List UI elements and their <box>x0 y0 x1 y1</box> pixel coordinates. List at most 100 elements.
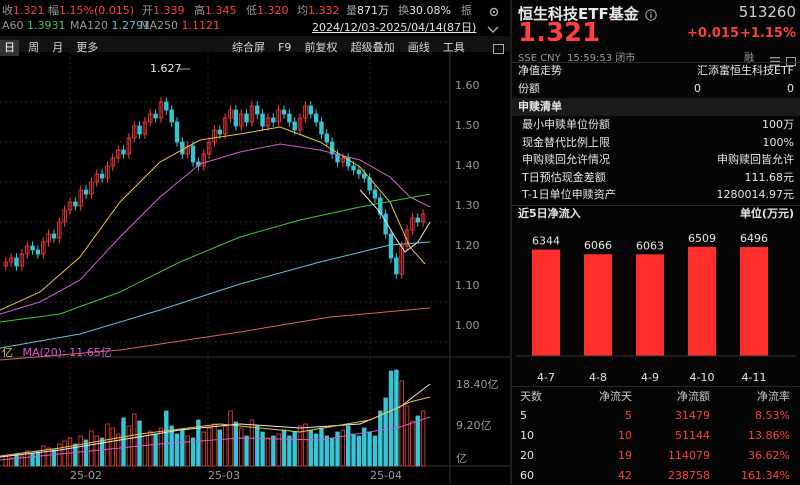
candle-body <box>222 117 228 135</box>
inflow-bar <box>532 249 560 356</box>
vol-tick-mid: 9.20亿 <box>456 419 492 432</box>
volume-bar <box>14 453 19 467</box>
redeem-row: 申购赎回允许情况 申购赎回皆允许 <box>522 153 794 166</box>
candle-body <box>276 109 281 123</box>
chart-canvas[interactable]: 1.627 <box>0 52 510 484</box>
volume-bar <box>35 451 41 467</box>
volume-bar <box>174 433 180 467</box>
pane-divider[interactable] <box>510 0 512 484</box>
candle-body <box>131 125 137 139</box>
candle-body <box>201 153 206 167</box>
inflow-bar-date: 4-8 <box>589 371 607 384</box>
avg-stat: 均1.332 <box>297 4 340 17</box>
close-stat: 收1.321 <box>2 4 45 17</box>
volume-bar <box>271 435 276 467</box>
market-info: SSE CNY 15:59:53 闭市 <box>518 53 636 64</box>
volume-bar <box>153 433 158 467</box>
inflow-table-row: 5 5 31479 8.53% <box>520 409 790 422</box>
candle-body <box>265 117 271 127</box>
candle-body <box>126 137 132 155</box>
f9-button[interactable]: F9 <box>278 41 292 54</box>
volume-ma-line <box>0 416 431 461</box>
ma-line <box>0 143 431 315</box>
window-icon[interactable] <box>493 39 504 58</box>
volume-bar <box>287 435 292 467</box>
price-change-pct: +1.15% <box>740 26 796 41</box>
candle-body <box>351 165 356 171</box>
volume-bar <box>404 405 410 467</box>
candle-body <box>303 105 308 119</box>
candle-body <box>345 157 351 167</box>
info-icon[interactable] <box>645 6 657 25</box>
candle-body <box>329 141 335 155</box>
candle-body <box>35 249 41 255</box>
volume-bar <box>233 421 239 467</box>
period-tab-day[interactable]: 日 <box>0 40 19 56</box>
volume-bar <box>388 370 394 467</box>
candle-body <box>313 113 319 123</box>
forward-adjust-button[interactable]: 前复权 <box>304 41 338 54</box>
candle-body <box>319 121 324 135</box>
inflow-bar-value: 6063 <box>636 239 664 252</box>
chevron-down-icon[interactable] <box>487 20 499 39</box>
volume-bar <box>399 380 404 467</box>
volume-bar <box>249 419 255 467</box>
candle-body <box>115 149 121 159</box>
composite-screen-button[interactable]: 综合屏 <box>232 41 265 54</box>
nav-trend-row[interactable]: 净值走势 汇添富恒生科技ETF <box>518 64 794 77</box>
candle-body <box>121 149 126 155</box>
vol-tick-high: 18.40亿 <box>456 378 499 391</box>
date-tick-feb: 25-02 <box>70 469 102 482</box>
candle-body <box>233 109 239 127</box>
candle-body <box>83 189 89 195</box>
redeem-row: 现金替代比例上限 100% <box>522 135 794 149</box>
period-tab-week[interactable]: 周 <box>28 41 40 54</box>
candle-body <box>185 145 190 155</box>
expand-icon[interactable] <box>786 51 796 70</box>
volume-bar <box>372 435 378 467</box>
inflow-bar <box>584 254 612 356</box>
volume-bar <box>24 450 30 467</box>
volume-bar <box>297 425 303 467</box>
tools-button[interactable]: 工具 <box>442 41 465 54</box>
volume-bar <box>78 435 83 467</box>
settings-icon[interactable] <box>488 3 500 17</box>
moving-average-lines <box>0 126 431 361</box>
volume-bar <box>83 439 89 467</box>
volume-bar <box>308 429 313 467</box>
price-tick: 1.50 <box>455 119 480 132</box>
volume-bar <box>142 435 148 467</box>
super-overlay-button[interactable]: 超级叠加 <box>350 41 395 54</box>
candle-body <box>169 109 174 123</box>
volume-bar <box>99 437 105 467</box>
candle-body <box>137 125 142 135</box>
inflow-bar-value: 6066 <box>584 239 612 252</box>
redeem-row: 最小申赎单位份额 100万 <box>522 118 794 131</box>
candle-body <box>46 233 51 243</box>
volume-bar <box>180 429 185 467</box>
price-tick: 1.40 <box>455 159 480 172</box>
candle-body <box>388 233 394 259</box>
price-tick: 1.20 <box>455 239 480 252</box>
candle-body <box>260 113 265 127</box>
period-tab-month[interactable]: 月 <box>52 41 64 54</box>
volume-bar <box>158 427 164 467</box>
candle-body <box>89 181 94 195</box>
candle-body <box>378 197 383 215</box>
candle-body <box>281 109 287 115</box>
volume-bar <box>362 427 367 467</box>
volume-bar <box>276 433 281 467</box>
list-icon[interactable] <box>770 51 780 70</box>
candle-body <box>308 105 313 115</box>
volume-bar <box>335 431 340 467</box>
period-tab-more[interactable]: 更多 <box>76 41 99 54</box>
draw-line-button[interactable]: 画线 <box>407 41 430 54</box>
volume-bar <box>255 425 260 467</box>
peak-price-label: 1.627 <box>150 62 182 75</box>
date-tick-mar: 25-03 <box>208 469 240 482</box>
volume-bar <box>19 455 25 467</box>
volume-bar <box>351 433 356 467</box>
inflow-bar-value: 6509 <box>688 232 716 245</box>
date-range[interactable]: 2024/12/03-2025/04/14(87日) <box>312 21 477 34</box>
candle-body <box>110 157 115 167</box>
